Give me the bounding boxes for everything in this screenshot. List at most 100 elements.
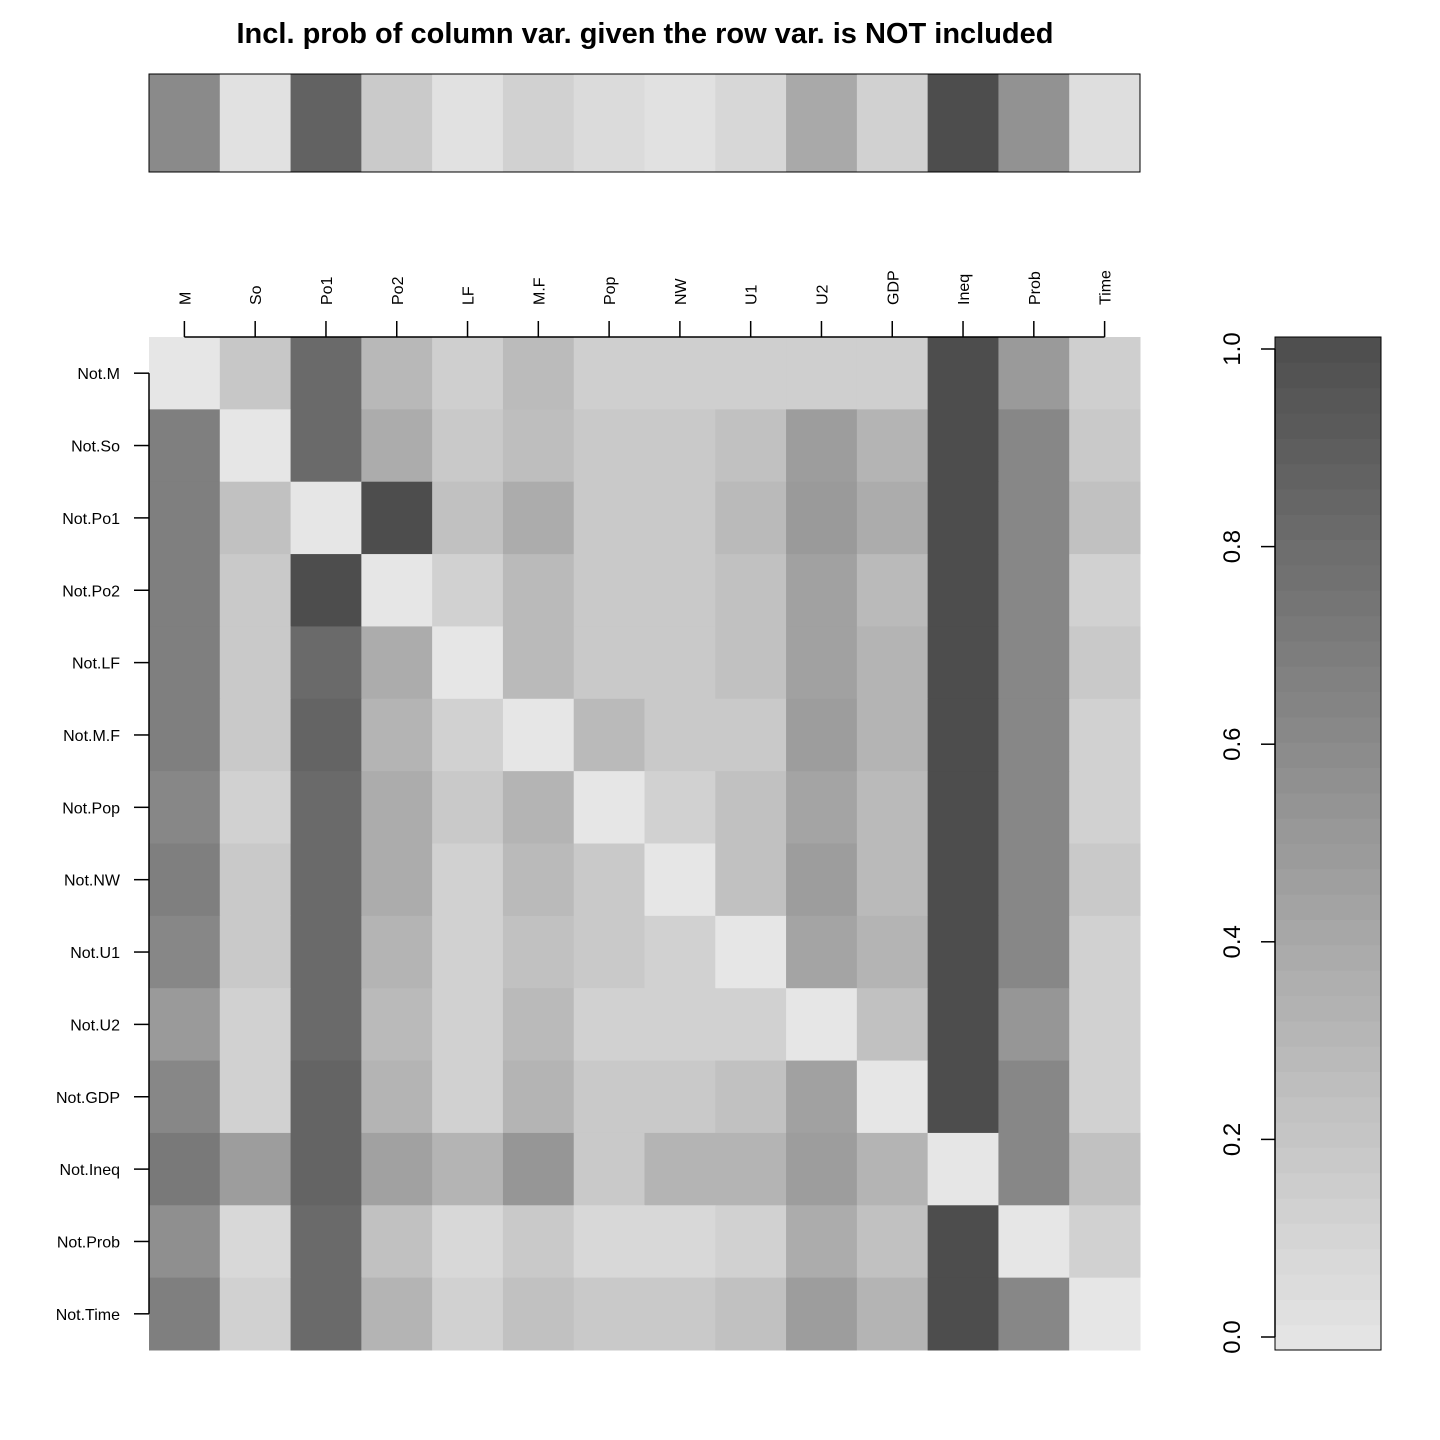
row-label-Not.So: Not.So <box>71 439 120 456</box>
heatmap-cell <box>219 698 292 772</box>
colorbar-band <box>1275 894 1381 920</box>
heatmap-cell <box>502 1132 575 1206</box>
heatmap-cell <box>502 988 575 1062</box>
heatmap-cell <box>290 1277 362 1351</box>
heatmap-cell <box>786 1060 858 1134</box>
heatmap-cell <box>219 843 292 917</box>
strip-cell-Ineq <box>927 74 999 172</box>
heatmap-cell <box>786 771 858 844</box>
colorbar-tick-label: 0.2 <box>1219 1123 1246 1156</box>
heatmap-cell <box>786 1205 858 1279</box>
heatmap-cell <box>573 481 645 555</box>
colorbar-band <box>1275 1299 1381 1326</box>
column-label-Po1: Po1 <box>319 276 336 305</box>
heatmap-cell <box>573 843 645 917</box>
heatmap-cell <box>290 481 362 555</box>
heatmap-cell <box>644 771 716 844</box>
heatmap-cell <box>502 409 575 483</box>
row-label-Not.Po2: Not.Po2 <box>62 583 120 600</box>
heatmap-cell <box>290 1132 362 1206</box>
heatmap-cell <box>502 1277 575 1351</box>
heatmap-cell <box>644 1277 716 1351</box>
strip-cell-U2 <box>786 74 858 172</box>
heatmap-cell <box>149 409 221 483</box>
row-label-Not.NW: Not.NW <box>64 873 121 890</box>
heatmap-cell <box>219 915 292 989</box>
heatmap-cell <box>361 1205 433 1279</box>
row-label-Not.U2: Not.U2 <box>70 1017 120 1034</box>
heatmap-cell <box>927 843 999 917</box>
colorbar-band <box>1275 767 1381 794</box>
heatmap-cell <box>361 337 433 410</box>
colorbar-band <box>1275 843 1381 870</box>
heatmap-cell <box>998 337 1070 410</box>
heatmap-cell <box>573 915 645 989</box>
strip-cell-Po2 <box>361 74 433 172</box>
heatmap-cell <box>715 843 787 917</box>
heatmap-cell <box>715 1132 787 1206</box>
heatmap-cell <box>432 1060 504 1134</box>
column-label-NW: NW <box>673 277 690 305</box>
strip-cell-M <box>149 74 221 172</box>
colorbar-band <box>1275 970 1381 996</box>
heatmap-cell <box>1069 988 1141 1062</box>
heatmap-cell <box>432 626 504 700</box>
strip-cell-NW <box>644 74 716 172</box>
heatmap-cell <box>219 1277 292 1351</box>
heatmap-cell <box>573 337 645 410</box>
colorbar-band <box>1275 412 1381 439</box>
column-label-GDP: GDP <box>885 270 902 305</box>
heatmap-cell <box>856 771 929 844</box>
heatmap-cell <box>644 481 716 555</box>
heatmap-cell <box>927 1277 999 1351</box>
heatmap-cell <box>927 1060 999 1134</box>
heatmap-cell <box>1069 1060 1141 1134</box>
heatmap-cell <box>715 481 787 555</box>
heatmap-cell <box>1069 1132 1141 1206</box>
colorbar-band <box>1275 615 1381 642</box>
heatmap-cell <box>715 337 787 410</box>
heatmap-cell <box>290 337 362 410</box>
heatmap-cell <box>573 988 645 1062</box>
heatmap-cell <box>502 698 575 772</box>
heatmap-cell <box>432 481 504 555</box>
heatmap-cell <box>361 1132 433 1206</box>
row-label-Not.GDP: Not.GDP <box>56 1090 120 1107</box>
colorbar-band <box>1275 514 1381 541</box>
heatmap-cell <box>644 915 716 989</box>
heatmap-cell <box>856 337 929 410</box>
heatmap-cell <box>927 554 999 627</box>
row-label-Not.Pop: Not.Pop <box>62 800 120 817</box>
heatmap-cell <box>432 337 504 410</box>
colorbar-tick-label: 0.0 <box>1219 1320 1246 1353</box>
heatmap-cell <box>502 915 575 989</box>
heatmap-cell <box>290 1060 362 1134</box>
heatmap-cell <box>644 1132 716 1206</box>
heatmap-cell <box>644 409 716 483</box>
heatmap-cell <box>786 1277 858 1351</box>
strip-cell-So <box>219 74 292 172</box>
heatmap-cell <box>644 1060 716 1134</box>
row-label-Not.LF: Not.LF <box>72 656 120 673</box>
strip-border <box>148 73 1141 173</box>
heatmap-cell <box>715 1060 787 1134</box>
heatmap-cell <box>361 988 433 1062</box>
heatmap-cell <box>856 988 929 1062</box>
heatmap-cell <box>856 626 929 700</box>
colorbar-band <box>1275 818 1381 844</box>
colorbar-band <box>1275 640 1381 667</box>
colorbar-band <box>1275 1198 1381 1224</box>
heatmap-cell <box>927 915 999 989</box>
colorbar-band <box>1275 1020 1381 1047</box>
heatmap-cell <box>361 1277 433 1351</box>
heatmap-cell <box>361 771 433 844</box>
row-label-Not.U1: Not.U1 <box>70 945 120 962</box>
heatmap-cell <box>361 481 433 555</box>
colorbar-band <box>1275 539 1381 566</box>
colorbar-band <box>1275 337 1381 363</box>
heatmap-cell <box>573 1205 645 1279</box>
heatmap-cell <box>1069 409 1141 483</box>
colorbar-band <box>1275 792 1381 819</box>
heatmap-cell <box>361 554 433 627</box>
heatmap-cell <box>1069 843 1141 917</box>
